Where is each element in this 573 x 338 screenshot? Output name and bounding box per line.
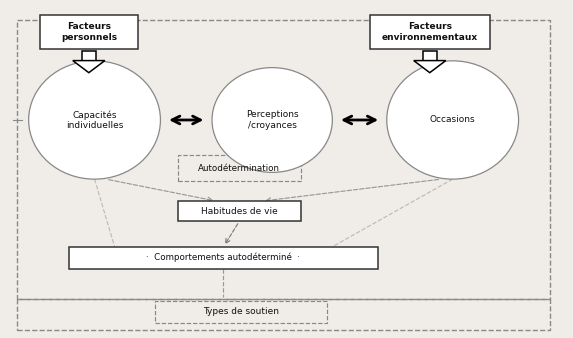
Bar bbox=[40, 15, 138, 49]
Text: Types de soutien: Types de soutien bbox=[203, 307, 278, 316]
Ellipse shape bbox=[387, 61, 519, 179]
Text: Capacités
individuelles: Capacités individuelles bbox=[66, 110, 123, 130]
Polygon shape bbox=[414, 61, 446, 73]
Bar bbox=[155, 301, 327, 323]
Polygon shape bbox=[423, 51, 437, 61]
Text: Habitudes de vie: Habitudes de vie bbox=[201, 207, 277, 216]
Ellipse shape bbox=[212, 68, 332, 172]
Text: ·  Comportements autodéterminé  ·: · Comportements autodéterminé · bbox=[147, 253, 300, 263]
Text: Facteurs
environnementaux: Facteurs environnementaux bbox=[382, 22, 478, 42]
Bar bbox=[17, 20, 550, 299]
Bar bbox=[17, 299, 550, 330]
Bar bbox=[370, 15, 490, 49]
Text: Facteurs
personnels: Facteurs personnels bbox=[61, 22, 117, 42]
Text: Autodétermination: Autodétermination bbox=[198, 164, 280, 173]
Bar bbox=[178, 201, 301, 221]
Ellipse shape bbox=[29, 61, 160, 179]
Text: Perceptions
/croyances: Perceptions /croyances bbox=[246, 110, 299, 130]
Polygon shape bbox=[73, 61, 105, 73]
Text: Occasions: Occasions bbox=[430, 116, 476, 124]
Polygon shape bbox=[82, 51, 96, 61]
Bar bbox=[69, 247, 378, 269]
Bar bbox=[178, 155, 301, 181]
